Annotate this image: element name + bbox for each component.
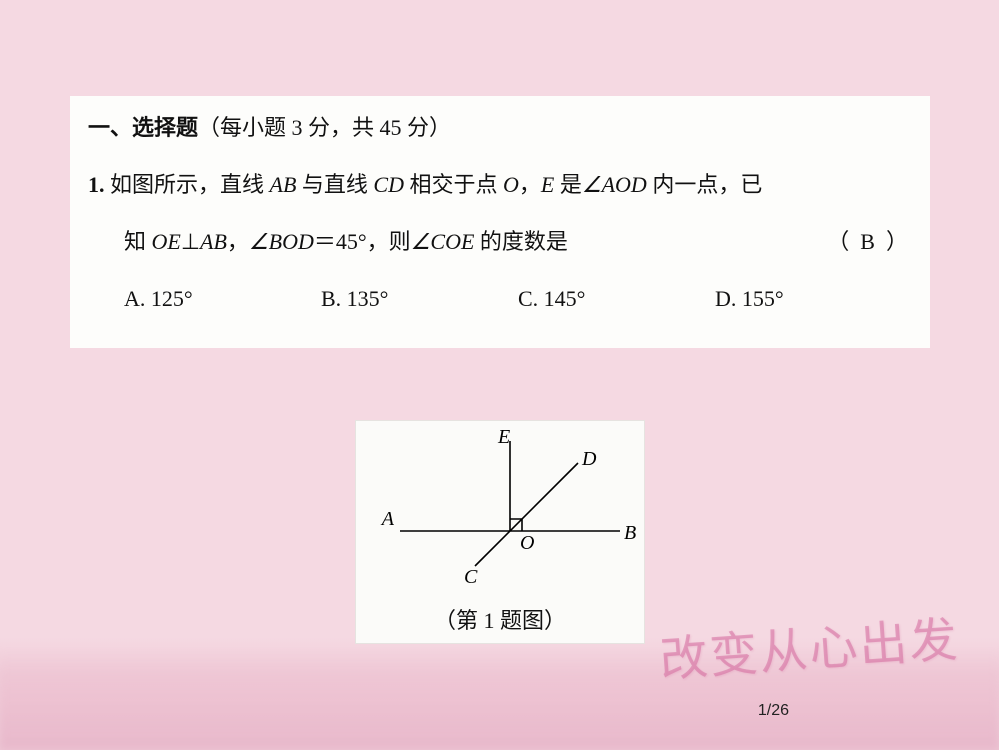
figure-caption: （第 1 题图） xyxy=(356,603,644,635)
option-d: D. 155° xyxy=(715,270,912,327)
options-row: A. 125° B. 135° C. 145° D. 155° xyxy=(88,270,912,327)
question-line-1: 1. 如图所示，直线 AB 与直线 CD 相交于点 O，E 是∠AOD 内一点，… xyxy=(88,156,912,213)
question-number: 1. xyxy=(88,172,105,197)
section-title-rest: （每小题 3 分，共 45 分） xyxy=(198,115,451,140)
label-E: E xyxy=(497,426,510,448)
question-body: 1. 如图所示，直线 AB 与直线 CD 相交于点 O，E 是∠AOD 内一点，… xyxy=(88,156,912,328)
answer-slot: （ B ） xyxy=(827,213,908,270)
answer-letter: B xyxy=(860,229,875,254)
background-gradient xyxy=(0,650,999,750)
label-C: C xyxy=(464,566,478,588)
section-header: 一、选择题（每小题 3 分，共 45 分） xyxy=(88,106,912,150)
label-A: A xyxy=(380,508,395,530)
option-b: B. 135° xyxy=(321,270,518,327)
label-D: D xyxy=(581,448,597,470)
label-B: B xyxy=(624,522,636,544)
option-c: C. 145° xyxy=(518,270,715,327)
option-a: A. 125° xyxy=(124,270,321,327)
question-card: 一、选择题（每小题 3 分，共 45 分） 1. 如图所示，直线 AB 与直线 … xyxy=(70,96,930,348)
geometry-diagram: A B O E D C xyxy=(360,421,640,601)
figure-box: A B O E D C （第 1 题图） xyxy=(355,420,645,644)
question-line-2: 知 OE⊥AB，∠BOD＝45°，则∠COE 的度数是 （ B ） xyxy=(88,213,912,270)
label-O: O xyxy=(520,532,534,554)
section-title-bold: 一、选择题 xyxy=(88,115,198,140)
page-number: 1/26 xyxy=(758,702,789,720)
